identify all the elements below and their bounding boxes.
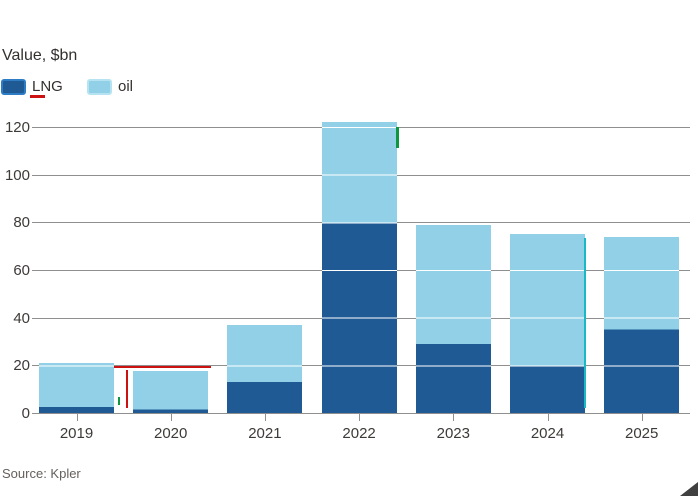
source-label: Source: Kpler bbox=[2, 466, 81, 481]
artifact-green-tick bbox=[118, 397, 120, 405]
bar-2020 bbox=[133, 371, 209, 413]
x-tick-2020 bbox=[170, 414, 172, 421]
bar-2022 bbox=[321, 122, 397, 413]
x-tick-2024 bbox=[547, 414, 549, 421]
bar-2025 bbox=[604, 236, 680, 413]
artifact-red-line-horizontal bbox=[114, 366, 211, 368]
artifact-green-dash bbox=[396, 127, 399, 148]
x-tick-label-2025: 2025 bbox=[625, 425, 659, 442]
gridline-0 bbox=[32, 413, 690, 414]
legend-item-lng: LNG bbox=[1, 79, 63, 95]
legend-label-oil: oil bbox=[118, 78, 134, 95]
resize-corner-icon bbox=[680, 482, 698, 496]
x-tick-2022 bbox=[359, 414, 361, 421]
bar-2023 bbox=[415, 224, 491, 413]
x-tick-label-2019: 2019 bbox=[59, 425, 94, 442]
oil-swatch-icon bbox=[87, 79, 112, 95]
y-tick-label-60: 60 bbox=[13, 262, 30, 279]
y-tick-label-100: 100 bbox=[4, 166, 30, 184]
artifact-red-line-vertical bbox=[126, 370, 128, 408]
y-tick-label-80: 80 bbox=[13, 214, 30, 232]
bar-2024 bbox=[510, 234, 585, 413]
y-tick-label-40: 40 bbox=[13, 309, 30, 327]
x-tick-label-2024: 2024 bbox=[530, 425, 565, 442]
legend-item-oil: oil bbox=[87, 79, 133, 95]
lng-swatch-icon bbox=[1, 79, 26, 95]
legend: LNG oil bbox=[0, 79, 700, 95]
bar-2019 bbox=[39, 362, 114, 413]
x-tick-label-2023: 2023 bbox=[436, 425, 470, 442]
x-tick-label-2020: 2020 bbox=[154, 425, 188, 442]
x-tick-label-2021: 2021 bbox=[248, 425, 282, 442]
x-tick-2023 bbox=[453, 414, 455, 421]
bar-2021 bbox=[227, 324, 303, 413]
y-tick-label-120: 120 bbox=[4, 119, 30, 136]
x-tick-2019 bbox=[76, 414, 78, 421]
y-tick-label-0: 0 bbox=[21, 405, 30, 422]
x-tick-label-2022: 2022 bbox=[342, 425, 376, 442]
legend-label-lng: LNG bbox=[32, 78, 63, 95]
artifact-cyan-dash bbox=[584, 238, 586, 408]
y-tick-label-20: 20 bbox=[13, 357, 30, 375]
artifact-red-scribble bbox=[30, 95, 45, 98]
chart-title: Value, $bn bbox=[2, 47, 78, 64]
x-tick-2025 bbox=[641, 414, 643, 421]
x-tick-2021 bbox=[264, 414, 266, 421]
